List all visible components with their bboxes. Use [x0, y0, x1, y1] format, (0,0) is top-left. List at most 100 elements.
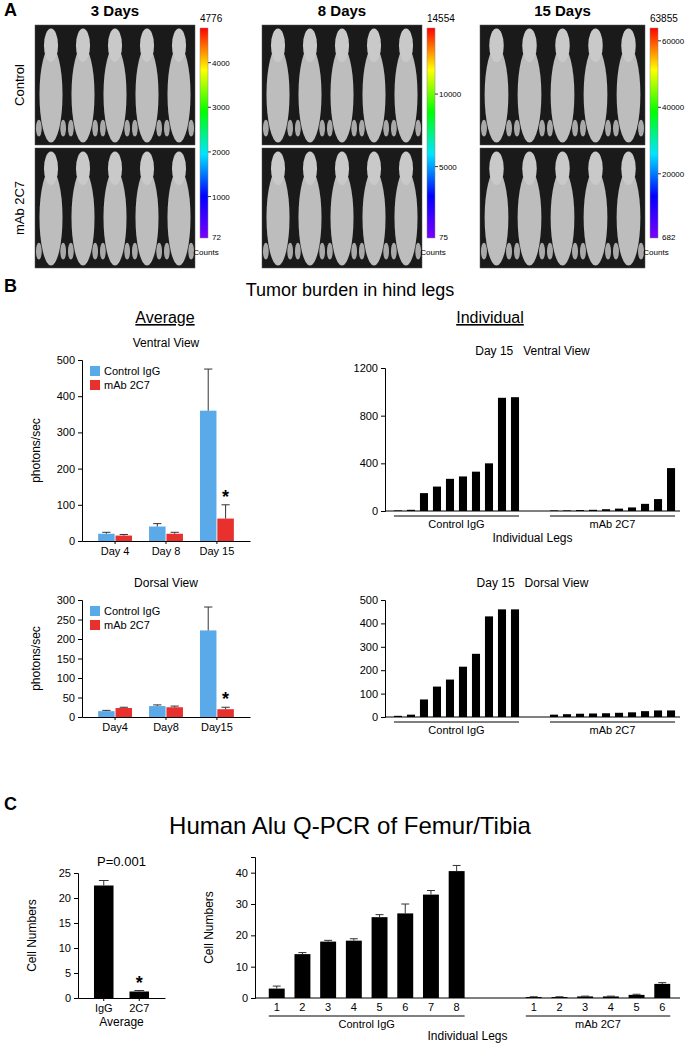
image-background	[35, 25, 195, 145]
mouse	[580, 29, 611, 143]
mouse-head	[555, 29, 570, 63]
column-title: Average	[135, 309, 194, 326]
mouse-leg	[539, 120, 545, 137]
column-title: 15 Days	[534, 2, 591, 19]
x-tick-mark	[139, 998, 140, 1001]
y-tick: 800	[360, 410, 385, 422]
y-tick-label: 200	[57, 463, 75, 475]
error-bar	[204, 607, 212, 630]
y-axis-line	[78, 601, 83, 718]
y-tick: 300	[360, 641, 385, 653]
y-tick-label: 40	[236, 867, 248, 879]
mouse-leg	[100, 243, 106, 260]
mouse-head	[522, 152, 537, 186]
bar	[269, 989, 285, 998]
plot-area	[94, 881, 149, 999]
mouse-leg	[351, 243, 357, 260]
column-title: 8 Days	[318, 2, 366, 19]
bar	[654, 710, 662, 717]
error-line	[430, 891, 431, 895]
y-axis: 0100200300400500	[360, 594, 386, 723]
mouse	[547, 29, 578, 143]
mouse-leg	[391, 243, 397, 260]
y-tick: 5	[65, 967, 78, 979]
mouse-head	[108, 29, 122, 63]
group-label: mAb 2C7	[575, 1018, 621, 1030]
colorbar-min: 75	[439, 233, 448, 242]
y-tick-mark	[74, 873, 78, 874]
legend-swatch	[90, 366, 100, 376]
y-tick-mark	[381, 670, 385, 671]
y-tick: 200	[57, 633, 82, 645]
x-axis-line	[385, 511, 680, 512]
group-label: Control IgG	[428, 724, 484, 736]
group-label: mAb 2C7	[590, 518, 636, 530]
mouse	[327, 29, 357, 143]
mouse-head	[335, 29, 349, 63]
legend-swatch	[90, 620, 100, 630]
y-tick: 0	[69, 535, 82, 547]
bar	[511, 397, 519, 511]
mouse-head	[76, 29, 90, 63]
y-tick-mark	[74, 898, 78, 899]
mouse-leg	[319, 243, 325, 260]
mouse-leg	[415, 120, 421, 137]
error-cap	[453, 865, 461, 866]
error-cap	[102, 710, 110, 711]
error-bar	[153, 705, 161, 706]
error-bar	[153, 524, 161, 527]
y-tick-mark	[251, 967, 255, 968]
x-tick-label: Day 4	[101, 545, 130, 557]
bar	[116, 536, 133, 541]
panel-label: A	[4, 0, 17, 20]
y-tick-mark	[78, 360, 82, 361]
mouse-leg	[359, 120, 365, 137]
mouse-leg	[327, 120, 333, 137]
y-tick-mark	[78, 639, 82, 640]
y-tick-label: 20	[59, 892, 71, 904]
mouse	[359, 152, 389, 266]
y-tick-mark	[78, 469, 82, 470]
y-tick-mark	[78, 600, 82, 601]
mouse-leg	[605, 120, 611, 137]
y-tick-label: 25	[59, 867, 71, 879]
y-tick: 50	[63, 692, 82, 704]
mouse-leg	[60, 243, 66, 260]
group-bracket	[550, 722, 675, 723]
x-axis-line	[255, 998, 680, 999]
x-tick-label: 8	[454, 1001, 460, 1013]
bar	[641, 711, 649, 717]
bar	[200, 630, 217, 717]
mouse-leg	[68, 243, 74, 260]
bar	[498, 609, 506, 717]
error-line	[405, 904, 406, 913]
colorbar-tick-label: 4000	[212, 59, 230, 68]
mouse-leg	[36, 120, 42, 137]
colorbar: 5000100001455475Counts	[420, 13, 461, 257]
legend-swatch	[90, 380, 100, 390]
error-cap	[530, 996, 538, 997]
y-tick-label: 100	[57, 499, 75, 511]
y-tick-mark	[381, 717, 385, 718]
x-axis: Day 4Day 8Day 15	[83, 541, 251, 557]
y-tick-label: 0	[372, 711, 378, 723]
y-axis-title: photons/sec	[29, 418, 43, 483]
mouse-image	[262, 148, 422, 268]
bar	[149, 527, 166, 541]
colorbar-scale	[200, 28, 208, 238]
x-tick-label: 6	[659, 1001, 665, 1013]
mouse	[132, 152, 162, 266]
error-line	[103, 881, 104, 886]
legend: Control IgGmAb 2C7	[90, 365, 160, 391]
colorbar-tick-label: 2000	[212, 148, 230, 157]
image-background	[35, 148, 195, 268]
y-tick-mark	[78, 698, 82, 699]
y-axis: 0510152025	[59, 867, 79, 1004]
mouse-leg	[351, 120, 357, 137]
colorbar-tick-label: 20000	[662, 170, 685, 179]
x-tick-label: 5	[376, 1001, 382, 1013]
bar	[294, 954, 310, 998]
mouse-head	[588, 152, 603, 186]
mouse-leg	[481, 243, 487, 260]
y-tick-label: 400	[360, 457, 378, 469]
